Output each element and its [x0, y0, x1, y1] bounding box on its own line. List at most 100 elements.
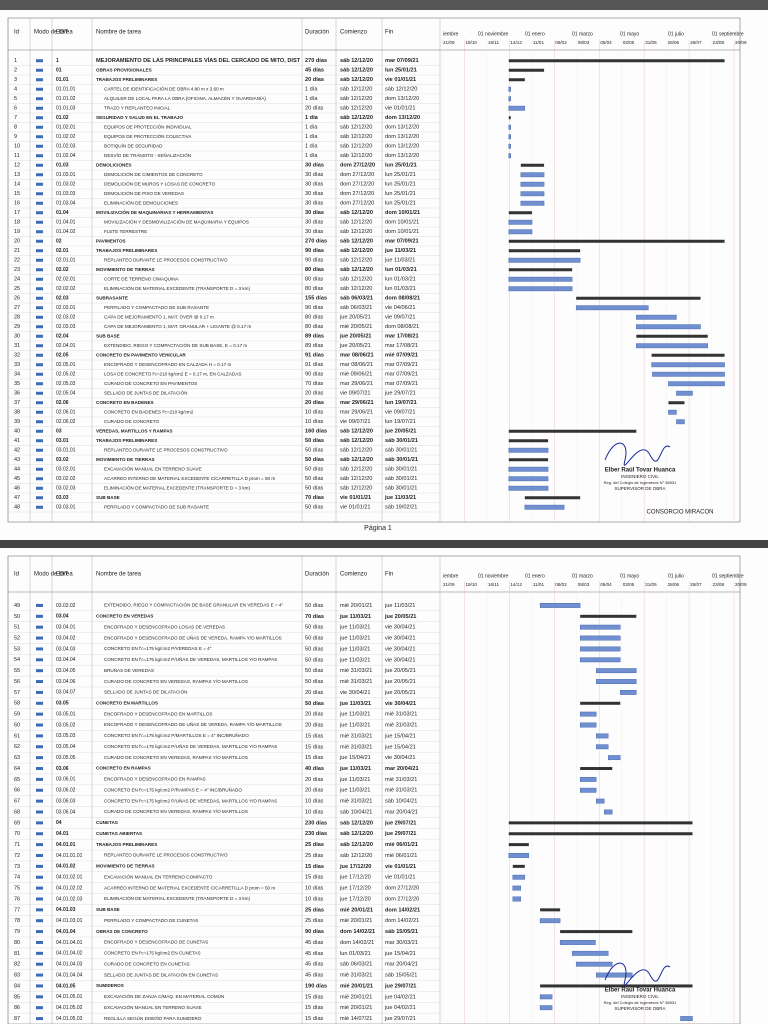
task-edt: 02.05.04 [56, 391, 76, 397]
task-duration: 45 días [305, 68, 324, 74]
task-name: ENCOFRADO Y DESENCOFRADO DE CUNETAS [104, 940, 208, 945]
task-mode-icon [36, 439, 43, 443]
task-name: DESVÍO DE TRÁNSITO - SEÑALIZACIÓN [104, 152, 191, 158]
task-finish: dom 27/12/20 [385, 896, 419, 902]
task-id: 42 [14, 448, 20, 454]
task-id: 62 [14, 744, 20, 750]
gantt-task-bar [539, 918, 561, 924]
task-edt: 04.01.04.04 [56, 972, 83, 978]
task-duration: 1 día [305, 115, 319, 121]
task-duration: 40 días [305, 766, 324, 772]
task-duration: 25 días [305, 853, 324, 859]
gantt-summary-bar [508, 821, 693, 825]
gantt-summary-bar [580, 701, 621, 705]
task-name: DEMOLICIÓN DE MUROS Y LOSAS DE CONCRETO [104, 180, 215, 186]
task-id: 26 [14, 296, 20, 302]
task-name: CUNETAS [96, 820, 118, 825]
task-start: dom 27/12/20 [340, 191, 374, 197]
task-id: 78 [14, 918, 20, 924]
task-start: sáb 12/12/20 [340, 258, 372, 264]
timescale-major: 01 enero [525, 31, 545, 37]
task-mode-icon [36, 467, 43, 471]
task-duration: 1 día [305, 153, 318, 159]
task-id: 36 [14, 391, 20, 397]
gantt-task-bar [508, 485, 549, 491]
task-start: jue 20/05/21 [339, 334, 371, 340]
task-duration: 30 días [305, 220, 324, 226]
gantt-summary-bar [668, 401, 685, 405]
task-start: sáb 12/12/20 [340, 210, 373, 216]
gantt-task-bar [508, 257, 581, 263]
task-mode-icon [36, 788, 43, 792]
gantt-task-bar [508, 153, 511, 159]
task-finish: vie 30/04/21 [385, 701, 416, 707]
gantt-task-bar [596, 972, 633, 978]
task-edt: 03.02.02 [56, 476, 76, 482]
task-start: sáb 12/12/20 [340, 68, 373, 74]
task-name: EXCAVACIÓN MANUAL EN TERRENO COMPACTO [104, 873, 213, 879]
task-name: CAPA DE MEJORAMIENTO 1, MAT. OVER @ 0.17… [104, 314, 214, 319]
task-start: jue 17/12/20 [339, 875, 371, 881]
gantt-task-bar [508, 124, 511, 130]
task-name: EXCAVACIÓN MANUAL EN TERRENO SUAVE [104, 465, 202, 471]
task-start: sáb 12/12/20 [340, 286, 372, 292]
gantt-task-bar [596, 798, 605, 804]
gantt-task-bar [596, 733, 609, 739]
task-name: SUB BASE [96, 333, 120, 338]
task-start: jue 11/03/21 [339, 701, 371, 707]
gantt-task-bar [508, 447, 549, 453]
timescale-minor: 31/05 [645, 582, 657, 587]
task-duration: 90 días [305, 372, 324, 378]
timescale-minor: 28/06 [668, 582, 680, 587]
task-name: TRABAJOS PRELIMINARES [96, 77, 157, 82]
task-duration: 89 días [305, 343, 324, 349]
task-finish: dom 13/12/20 [385, 153, 419, 159]
task-id: 87 [14, 1016, 20, 1022]
task-finish: jue 11/03/21 [384, 248, 416, 254]
task-id: 68 [14, 809, 20, 815]
task-id: 4 [14, 87, 17, 93]
task-start: mié 14/07/21 [340, 1016, 372, 1022]
column-header: Duración [305, 572, 329, 578]
task-finish: sáb 19/02/21 [385, 505, 417, 511]
task-finish: dom 14/02/21 [385, 918, 419, 924]
task-mode-icon [36, 344, 43, 348]
task-start: dom 14/02/21 [340, 929, 375, 935]
task-id: 15 [14, 191, 20, 197]
task-edt: 04.01.02.01 [56, 875, 83, 881]
task-mode-icon [36, 448, 43, 452]
task-mode-icon [36, 458, 43, 462]
task-id: 77 [14, 907, 20, 913]
task-finish: vie 09/07/21 [385, 315, 415, 321]
task-name: EXTENDIDO, RIEGO Y COMPACTACIÓN DE BASE … [104, 602, 283, 608]
gantt-task-bar [676, 419, 685, 425]
task-mode-icon [36, 268, 43, 272]
gantt-task-bar [579, 624, 621, 630]
column-header: Fin [385, 30, 393, 36]
task-mode-icon [36, 864, 43, 868]
task-mode-icon [36, 258, 43, 262]
timescale-minor: 19/10 [465, 582, 477, 587]
task-edt: 02.06.02 [56, 419, 76, 425]
signature-role: SUPERVISOR DE OBRA [615, 1006, 666, 1011]
task-start: lun 01/03/21 [340, 951, 371, 957]
task-duration: 50 días [305, 657, 324, 663]
task-duration: 80 días [305, 267, 324, 273]
task-id: 17 [14, 210, 20, 216]
task-edt: 02.03.03 [56, 324, 76, 330]
task-finish: vie 30/04/21 [385, 625, 415, 631]
task-edt: 03.06.03 [56, 798, 76, 804]
task-edt: 04.01.05.01 [56, 994, 83, 1000]
timescale-major: 01 septiembre [712, 31, 744, 37]
gantt-task-bar [579, 646, 621, 652]
gantt-task-bar [508, 134, 511, 140]
task-id: 44 [14, 467, 20, 473]
task-duration: 25 días [305, 842, 324, 848]
timescale-major: 01 enero [525, 573, 545, 579]
task-id: 29 [14, 324, 20, 330]
task-finish: lun 25/01/21 [385, 172, 416, 178]
task-name: MOVILIZACIÓN Y DESMOVILIZACIÓN DE MAQUIN… [104, 218, 249, 224]
gantt-task-bar [539, 1005, 553, 1011]
task-duration: 70 días [305, 614, 324, 620]
task-duration: 20 días [305, 777, 324, 783]
